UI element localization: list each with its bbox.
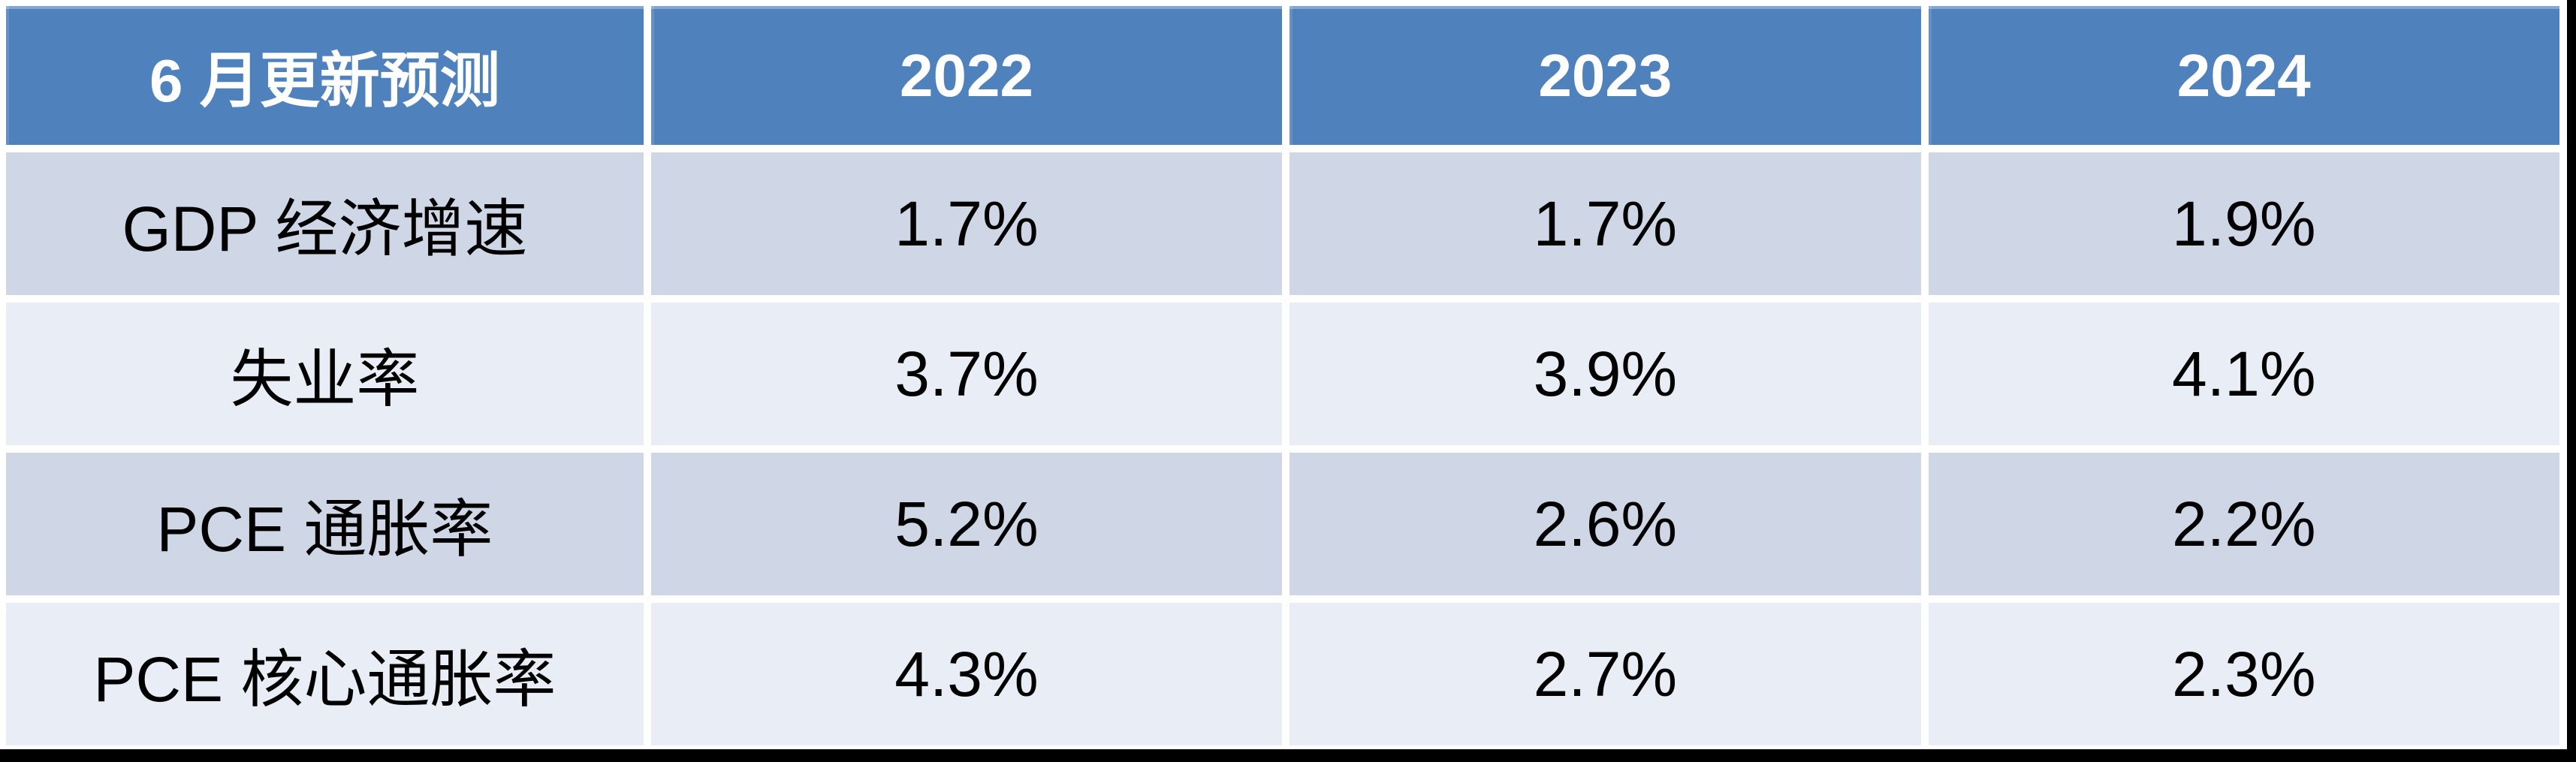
cell-core-pce-inflation-2022: 4.3%: [650, 603, 1283, 745]
cell-gdp-growth-2024: 1.9%: [1928, 152, 2559, 295]
table-header-year-2023: 2023: [1290, 6, 1921, 145]
cell-pce-inflation-2024: 2.2%: [1928, 453, 2559, 595]
table-header-year-2024: 2024: [1928, 6, 2559, 145]
table-canvas: 6 月更新预测 2022 2023 2024 GDP 经济增速 1.7% 1.7…: [0, 0, 2567, 749]
cell-pce-inflation-2022: 5.2%: [650, 453, 1283, 595]
row-label-core-pce-inflation: PCE 核心通胀率: [6, 603, 644, 745]
table-header-title: 6 月更新预测: [6, 6, 644, 145]
row-label-pce-inflation: PCE 通胀率: [6, 453, 644, 595]
cell-unemployment-2024: 4.1%: [1928, 303, 2559, 445]
table-header-year-2022: 2022: [650, 6, 1283, 145]
cell-core-pce-inflation-2023: 2.7%: [1290, 603, 1921, 745]
forecast-table: 6 月更新预测 2022 2023 2024 GDP 经济增速 1.7% 1.7…: [6, 6, 2559, 745]
cell-pce-inflation-2023: 2.6%: [1290, 453, 1921, 595]
cell-gdp-growth-2023: 1.7%: [1290, 152, 1921, 295]
cell-gdp-growth-2022: 1.7%: [650, 152, 1283, 295]
row-label-unemployment: 失业率: [6, 303, 644, 445]
cell-core-pce-inflation-2024: 2.3%: [1928, 603, 2559, 745]
cell-unemployment-2023: 3.9%: [1290, 303, 1921, 445]
row-label-gdp-growth: GDP 经济增速: [6, 152, 644, 295]
cell-unemployment-2022: 3.7%: [650, 303, 1283, 445]
